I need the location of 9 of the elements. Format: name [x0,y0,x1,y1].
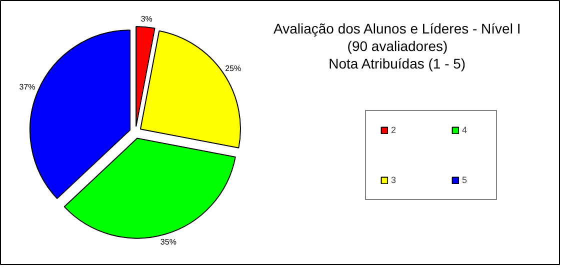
data-label: 25% [225,64,242,73]
legend-label: 4 [462,125,468,135]
text: Avaliação dos Alunos e Líderes - Nível I (90 avaliadores) Nota Atribuídas (1 - 5) [274,20,521,72]
legend-label: 2 [391,125,398,135]
legend-label: 5 [462,175,468,185]
data-label: 37% [19,82,36,92]
data-label: 35% [160,237,176,246]
data-label: 3% [140,14,152,24]
legend-label: 3 [391,175,398,185]
